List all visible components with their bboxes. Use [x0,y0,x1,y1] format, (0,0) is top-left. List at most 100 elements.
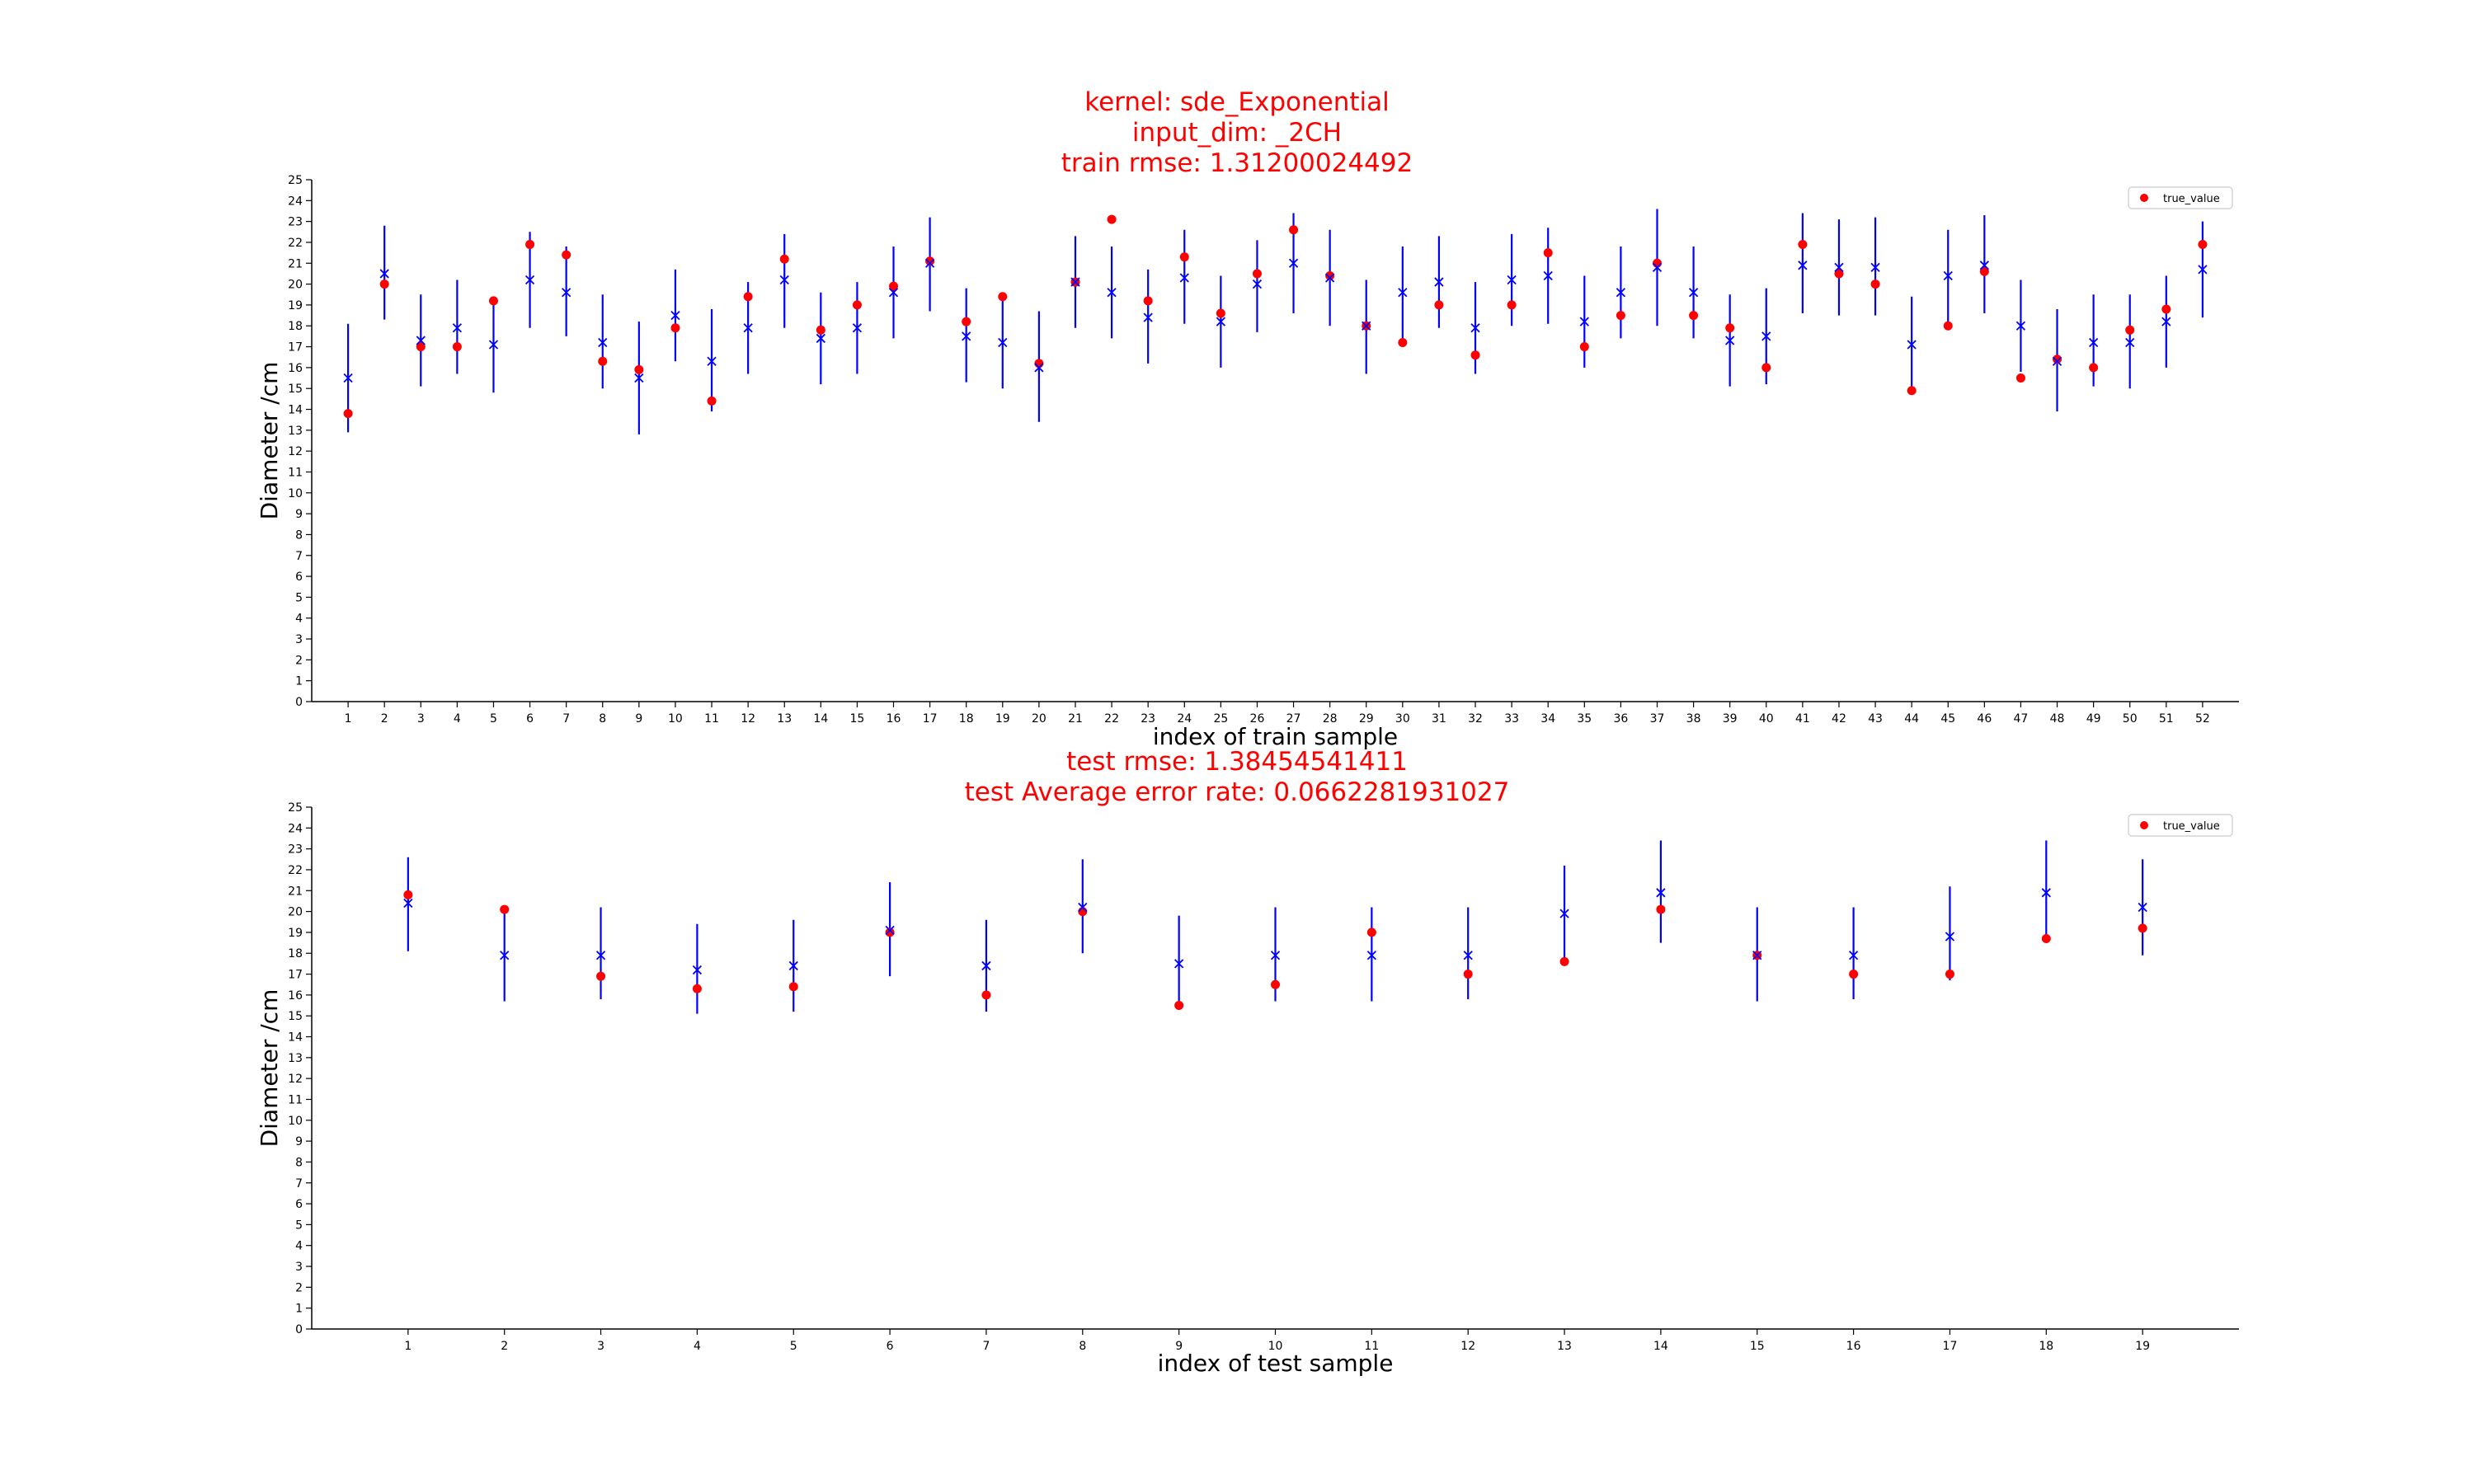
x-tick-label: 52 [2195,712,2210,726]
prediction-marker [1174,959,1184,969]
true-value-point [1366,928,1376,937]
true-value-point [1943,321,1953,331]
y-tick-label: 11 [288,1093,303,1106]
prediction-marker-stroke [2052,356,2062,366]
y-tick-label: 19 [288,927,303,940]
y-tick-label: 16 [288,362,303,375]
true-value-point [1945,970,1954,979]
true-value-point [1870,279,1880,289]
x-tick-label: 29 [1359,712,1374,726]
prediction-marker [1078,902,1088,913]
y-tick-label: 10 [288,1115,303,1128]
prediction-marker-stroke [1174,959,1184,969]
x-tick-label: 8 [1079,1340,1086,1353]
true-value-point [998,292,1008,302]
x-tick-label: 2 [381,712,388,726]
prediction-marker-stroke [1143,312,1153,322]
x-tick-label: 19 [2135,1340,2150,1353]
legend-box [2128,186,2233,209]
prediction-marker-stroke [524,275,535,285]
x-tick-label: 2 [501,1340,508,1353]
true-value-point [852,300,862,310]
prediction-marker [1252,279,1263,289]
y-tick-label: 15 [288,1010,303,1023]
prediction-marker-stroke [1752,951,1762,960]
y-tick-label: 23 [288,216,303,229]
x-tick-label: 42 [1832,712,1846,726]
x-tick-label: 7 [562,712,570,726]
x-tick-label: 14 [1653,1340,1668,1353]
x-tick-label: 14 [813,712,828,726]
prediction-marker [1470,323,1480,333]
y-tick-label: 12 [288,445,303,458]
x-tick-label: 16 [887,712,901,726]
prediction-marker-stroke [1507,275,1517,285]
prediction-marker-stroke [1470,323,1480,333]
prediction-marker-stroke [343,373,353,383]
x-tick-label: 10 [1268,1340,1283,1353]
prediction-marker [924,258,935,268]
prediction-marker [1848,951,1859,960]
x-tick-label: 23 [1141,712,1155,726]
prediction-marker-stroke [595,951,606,960]
x-tick-label: 44 [1904,712,1919,726]
true-value-point [1252,269,1262,279]
y-tick-label: 18 [288,320,303,333]
prediction-marker-stroke [1616,288,1626,298]
x-tick-label: 17 [923,712,938,726]
y-tick-label: 3 [295,633,303,646]
prediction-marker-stroke [743,323,753,333]
x-tick-label: 35 [1577,712,1592,726]
prediction-marker-stroke [416,336,426,345]
y-tick-label: 1 [295,1303,303,1316]
true-value-point [2138,923,2147,933]
x-tick-label: 15 [1750,1340,1765,1353]
true-value-point [343,409,353,419]
legend-marker [2140,821,2148,829]
x-tick-label: 10 [668,712,683,726]
prediction-marker [1943,270,1953,281]
y-tick-label: 17 [288,969,303,982]
y-tick-label: 24 [288,822,303,835]
true-value-point [981,990,991,1000]
prediction-marker-stroke [1979,261,1989,270]
prediction-marker [500,951,510,960]
prediction-marker [403,898,413,909]
prediction-marker [1616,288,1626,298]
true-value-point [1689,311,1699,321]
prediction-marker [379,269,389,279]
true-value-point [1979,266,1989,276]
true-value-point [962,317,971,326]
true-value-point [1107,214,1117,224]
x-tick-label: 8 [599,712,606,726]
true-value-point [816,325,825,335]
y-tick-label: 20 [288,906,303,919]
prediction-marker [634,373,644,383]
x-tick-label: 36 [1613,712,1628,726]
y-tick-label: 14 [288,1031,303,1045]
prediction-marker [788,960,798,971]
true-value-point [2161,304,2171,314]
x-tick-label: 18 [2039,1340,2053,1353]
x-tick-label: 15 [850,712,865,726]
prediction-marker-stroke [1179,273,1189,283]
x-tick-label: 34 [1540,712,1555,726]
prediction-marker [562,288,571,298]
x-tick-label: 9 [635,712,642,726]
x-tick-label: 37 [1650,712,1665,726]
true-value-point [634,364,644,374]
x-axis-label: index of test sample [1158,1350,1394,1377]
y-tick-label: 25 [288,174,303,187]
true-value-point [1834,269,1844,279]
prediction-marker-stroke [816,333,825,344]
x-tick-label: 40 [1759,712,1774,726]
prediction-marker [1725,336,1735,345]
prediction-marker-stroke [1761,331,1771,341]
x-tick-label: 41 [1795,712,1810,726]
prediction-marker-stroke [2161,317,2171,326]
true-value-point [1289,225,1299,235]
true-value-point [488,296,498,306]
x-tick-label: 1 [345,712,352,726]
prediction-marker [1652,262,1663,272]
y-tick-label: 13 [288,425,303,438]
